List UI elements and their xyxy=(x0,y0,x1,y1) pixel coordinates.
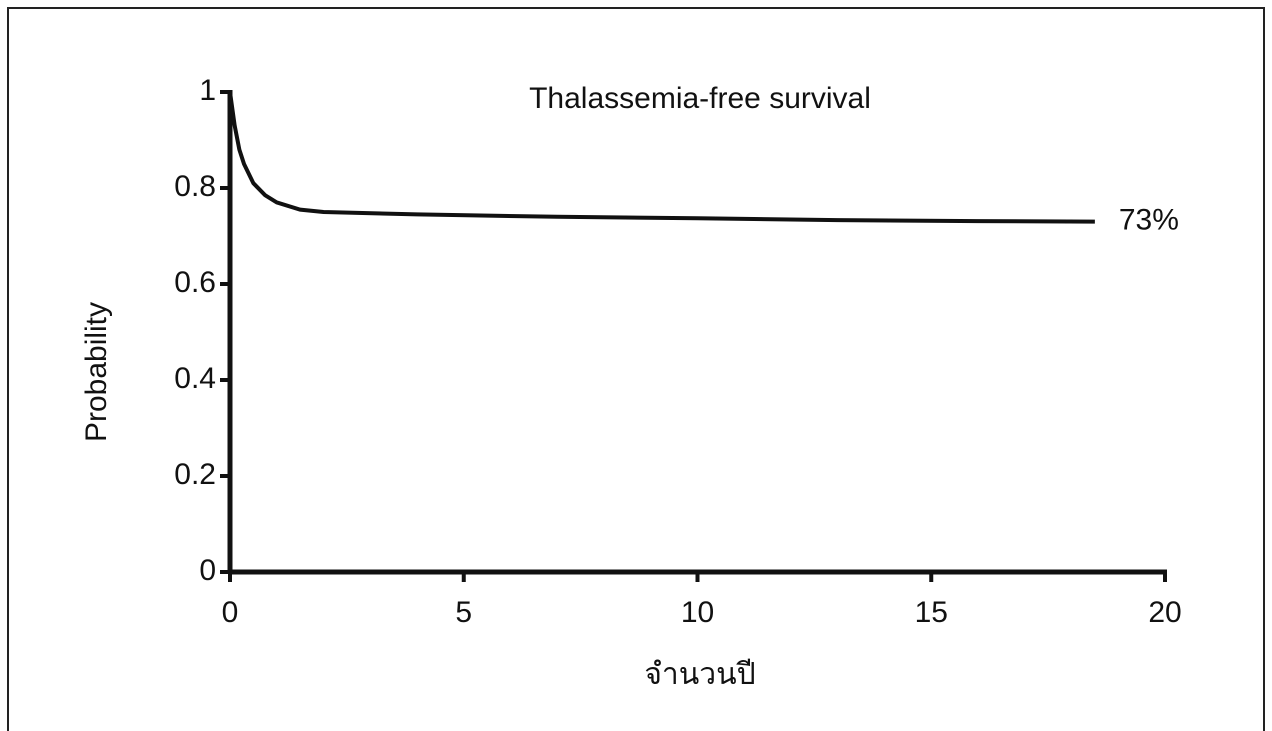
x-tick-label: 15 xyxy=(915,596,948,629)
survival-line xyxy=(228,91,1095,224)
x-axis-label: จำนวนปี xyxy=(644,658,755,691)
x-tick-label: 5 xyxy=(455,596,472,629)
frame xyxy=(7,7,1265,731)
chart-title: Thalassemia-free survival xyxy=(529,82,871,115)
y-tick-label: 1 xyxy=(199,74,216,107)
x-tick-label: 0 xyxy=(222,596,239,629)
y-tick-label: 0.4 xyxy=(174,362,216,395)
end-label: 73% xyxy=(1119,204,1179,237)
x-tick-label: 20 xyxy=(1148,596,1181,629)
y-tick-label: 0.8 xyxy=(174,170,216,203)
y-axis-label: Probability xyxy=(80,302,113,442)
y-tick-label: 0.2 xyxy=(174,458,216,491)
x-tick-label: 10 xyxy=(681,596,714,629)
y-tick-label: 0.6 xyxy=(174,266,216,299)
y-tick-label: 0 xyxy=(199,554,216,587)
